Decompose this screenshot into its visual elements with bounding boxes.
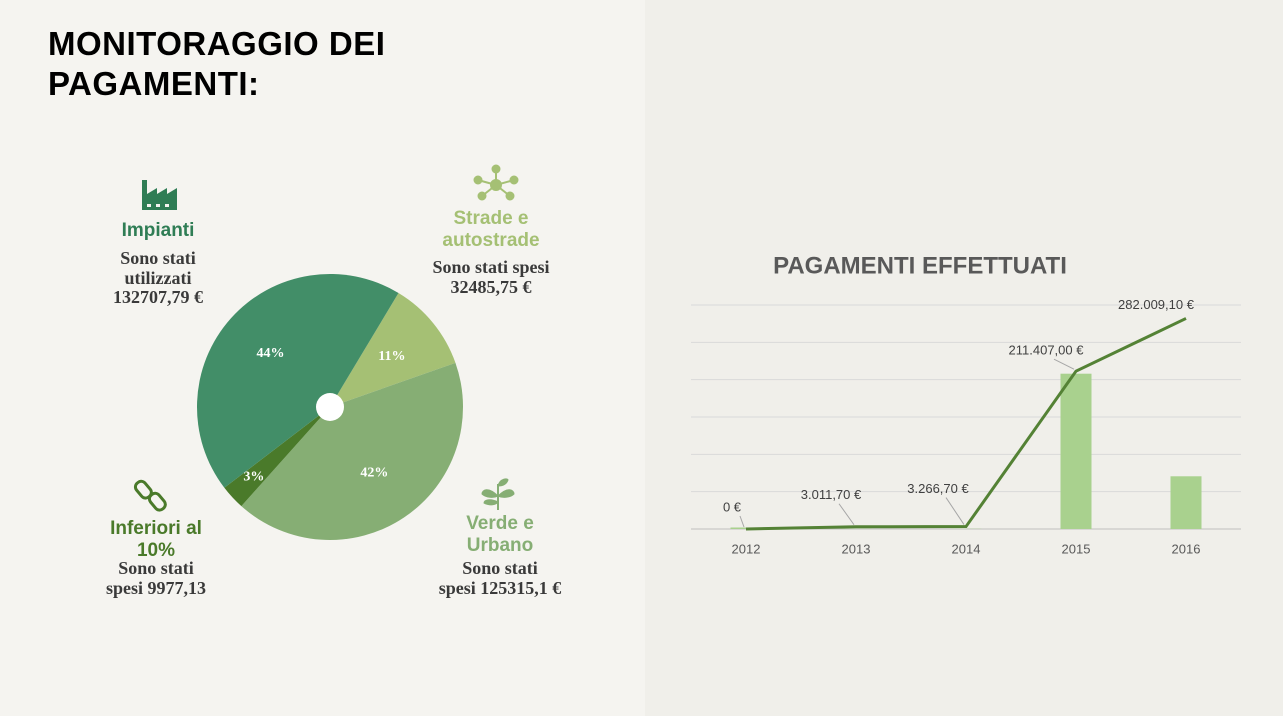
- data-label: 0 €: [723, 499, 742, 514]
- page-title: MONITORAGGIO DEI PAGAMENTI:: [48, 25, 386, 102]
- chart-title: PAGAMENTI EFFETTUATI: [773, 252, 1067, 279]
- bar: [1060, 373, 1092, 529]
- factory-icon: [142, 180, 177, 210]
- slice-label: 3%: [243, 470, 264, 485]
- slice-label: 44%: [257, 346, 285, 361]
- leader-line: [945, 497, 965, 525]
- pie-slice: [330, 292, 456, 407]
- category-description: spesi 125315,1 €: [438, 577, 562, 598]
- category-description: Sono stati: [120, 248, 196, 268]
- slice-label: 42%: [360, 466, 388, 481]
- pie-slice: [197, 274, 399, 488]
- network-icon: [473, 164, 519, 201]
- data-label: 3.266,70 €: [907, 481, 969, 496]
- category-description: Sono stati: [118, 558, 194, 578]
- x-tick-label: 2013: [842, 541, 871, 556]
- pie-hole: [316, 393, 344, 421]
- category-description: Sono stati: [462, 558, 538, 578]
- data-label: 282.009,10 €: [1118, 297, 1195, 312]
- x-tick-label: 2015: [1062, 541, 1091, 556]
- data-label: 211.407,00 €: [1009, 343, 1085, 358]
- x-tick-label: 2016: [1172, 541, 1201, 556]
- right-panel: [645, 0, 1283, 716]
- leader-line: [838, 503, 855, 526]
- category-description: utilizzati: [124, 267, 192, 288]
- leader-line: [739, 515, 745, 528]
- slice-label: 11%: [378, 349, 405, 364]
- category-label: Impianti: [121, 220, 195, 241]
- category-description: spesi 9977,13: [105, 577, 206, 598]
- leader-line: [1053, 358, 1075, 370]
- category-label: Inferiori al 10%: [110, 518, 202, 561]
- category-description: 132707,79 €: [113, 287, 203, 307]
- x-tick-label: 2014: [952, 541, 981, 556]
- bar: [1170, 476, 1202, 529]
- data-label: 3.011,70 €: [801, 487, 862, 502]
- pie-slice: [224, 407, 330, 507]
- chain-icon: [133, 479, 167, 512]
- category-description: 32485,75 €: [450, 276, 532, 297]
- plant-icon: [481, 478, 515, 510]
- pie-slice: [241, 362, 463, 540]
- category-description: Sono stati spesi: [432, 257, 550, 277]
- line: [745, 317, 1187, 531]
- category-label: Verde e Urbano: [466, 513, 534, 556]
- category-label: Strade e autostrade: [442, 208, 540, 251]
- x-tick-label: 2012: [732, 541, 761, 556]
